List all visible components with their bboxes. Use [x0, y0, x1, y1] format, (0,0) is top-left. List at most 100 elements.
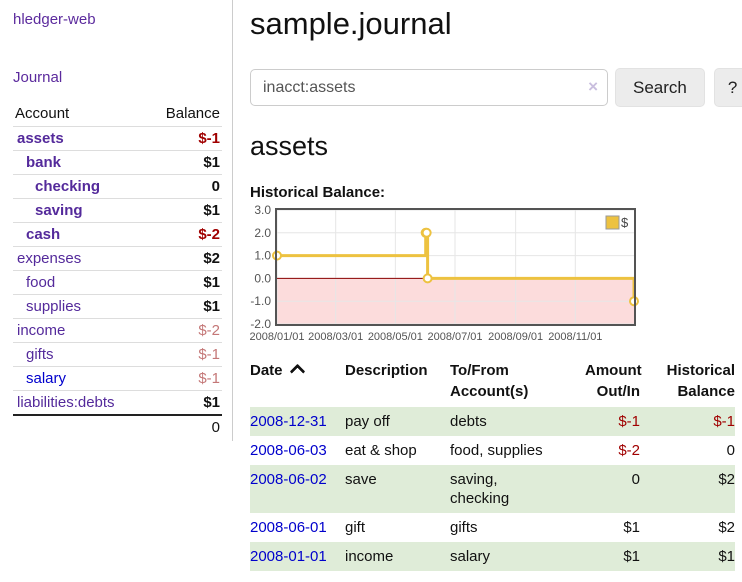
chart-title: Historical Balance:: [250, 184, 386, 201]
register-header-date-label: Date: [250, 362, 283, 379]
account-link-expenses[interactable]: expenses: [17, 250, 82, 267]
transaction-balance: 0: [726, 442, 735, 459]
register-table: Date Description To/From Account(s) Amou…: [250, 358, 735, 571]
svg-text:-1.0: -1.0: [250, 294, 271, 308]
account-balance: 0: [146, 174, 222, 199]
transaction-date-link[interactable]: 2008-01-01: [250, 548, 327, 565]
account-link-saving[interactable]: saving: [35, 202, 83, 219]
account-link-liabilities-debts[interactable]: liabilities:debts: [17, 394, 115, 411]
register-row: 2008-12-31 pay off debts $-1 $-1: [250, 407, 735, 436]
account-balance: $-2: [146, 318, 222, 343]
register-header-row: Date Description To/From Account(s) Amou…: [250, 358, 735, 407]
legend-label: $: [621, 215, 629, 230]
page-title: sample.journal: [250, 6, 452, 41]
account-balance: $-2: [146, 222, 222, 247]
help-button[interactable]: ?: [713, 68, 742, 107]
svg-text:2.0: 2.0: [254, 226, 271, 240]
account-balance: $2: [146, 246, 222, 271]
transaction-description: eat & shop: [345, 442, 417, 459]
register-row: 2008-06-02 save saving, checking 0 $2: [250, 465, 735, 513]
transaction-accounts: gifts: [450, 519, 478, 536]
register-header-description: Description: [345, 362, 428, 379]
svg-text:-2.0: -2.0: [250, 317, 271, 331]
account-row: checking 0: [13, 174, 222, 199]
account-balance: $-1: [146, 342, 222, 367]
transaction-date-link[interactable]: 2008-06-03: [250, 442, 327, 459]
search-input[interactable]: [250, 69, 608, 106]
svg-text:0.0: 0.0: [254, 271, 271, 285]
account-row: food $1: [13, 270, 222, 295]
svg-text:2008/11/01: 2008/11/01: [548, 331, 602, 343]
register-header-date[interactable]: Date: [250, 358, 345, 407]
accounts-table: Account Balance assets $-1 bank $1 checking 0…: [13, 102, 222, 439]
account-row: bank $1: [13, 150, 222, 175]
account-link-gifts[interactable]: gifts: [26, 346, 54, 363]
legend-swatch: [605, 215, 620, 230]
transaction-date-link[interactable]: 2008-06-01: [250, 519, 327, 536]
account-balance: $1: [146, 198, 222, 223]
register-row: 2008-01-01 income salary $1 $1: [250, 542, 735, 571]
account-link-food[interactable]: food: [26, 274, 56, 291]
register-header-amount: Amount Out/In: [585, 362, 642, 400]
register-header-balance: Historical Balance: [666, 362, 735, 400]
svg-text:2008/07/01: 2008/07/01: [427, 331, 482, 343]
account-link-salary[interactable]: salary: [26, 370, 67, 387]
account-row: salary $-1: [13, 366, 222, 391]
svg-text:2008/03/01: 2008/03/01: [308, 331, 363, 343]
transaction-amount: $-1: [585, 407, 640, 436]
account-balance: $-1: [146, 366, 222, 391]
account-link-cash[interactable]: cash: [26, 226, 61, 243]
register-rows: 2008-12-31 pay off debts $-1 $-1 2008-06-03 ea…: [250, 407, 735, 571]
clear-search-icon[interactable]: ×: [588, 77, 598, 96]
main-content: sample.journal × Search ? assets Histori…: [233, 0, 742, 582]
account-link-supplies[interactable]: supplies: [26, 298, 82, 315]
account-balance: $1: [146, 390, 222, 415]
transaction-amount: $1: [585, 542, 640, 571]
app-title-link[interactable]: hledger-web: [13, 11, 96, 28]
transaction-accounts: salary: [450, 542, 585, 571]
register-header-accounts: To/From Account(s): [450, 362, 529, 400]
accounts-total-value: 0: [146, 414, 222, 439]
account-link-bank[interactable]: bank: [26, 154, 62, 171]
account-balance: $-1: [146, 126, 222, 151]
transaction-balance: $-1: [640, 407, 735, 436]
svg-text:2008/01/01: 2008/01/01: [249, 331, 304, 343]
search-row: × Search ?: [250, 68, 742, 107]
account-row: expenses $2: [13, 246, 222, 271]
transaction-description: save: [345, 465, 450, 513]
account-link-checking[interactable]: checking: [35, 178, 101, 195]
transaction-date-link[interactable]: 2008-12-31: [250, 413, 327, 430]
chart-container: 3.0 2.0 1.0 0.0 -1.0 -2.0 2008/01/01 2008/03/01…: [249, 203, 742, 351]
account-row: assets $-1: [13, 126, 222, 151]
sidebar-item-journal[interactable]: Journal: [13, 69, 63, 86]
account-balance: $1: [146, 294, 222, 319]
transaction-date-link[interactable]: 2008-06-02: [250, 471, 327, 488]
sidebar: hledger-web Journal Account Balance asse…: [0, 0, 233, 582]
svg-text:1.0: 1.0: [254, 249, 271, 263]
accounts-total-spacer: [13, 414, 147, 439]
transaction-balance: $2: [640, 465, 735, 513]
account-link-income[interactable]: income: [17, 322, 66, 339]
transaction-description: pay off: [345, 407, 450, 436]
register-row: 2008-06-03 eat & shop food, supplies $-2 0: [250, 436, 735, 465]
account-heading: assets: [250, 131, 329, 161]
transaction-balance: $2: [718, 519, 735, 536]
accounts-header-balance: Balance: [165, 105, 220, 122]
accounts-header-row: Account Balance: [13, 102, 222, 127]
transaction-balance: $1: [640, 542, 735, 571]
account-row: supplies $1: [13, 294, 222, 319]
account-row: cash $-2: [13, 222, 222, 247]
svg-text:3.0: 3.0: [254, 203, 271, 217]
transaction-amount: $1: [623, 519, 640, 536]
accounts-total-row: 0: [13, 414, 222, 439]
search-button[interactable]: Search: [615, 68, 705, 107]
svg-text:2008/05/01: 2008/05/01: [368, 331, 423, 343]
accounts-rows: assets $-1 bank $1 checking 0 saving $1 cash $-2 e…: [13, 126, 222, 415]
transaction-amount: 0: [585, 465, 640, 513]
account-row: gifts $-1: [13, 342, 222, 367]
account-row: income $-2: [13, 318, 222, 343]
account-link-assets[interactable]: assets: [17, 130, 64, 147]
transaction-accounts: debts: [450, 407, 585, 436]
